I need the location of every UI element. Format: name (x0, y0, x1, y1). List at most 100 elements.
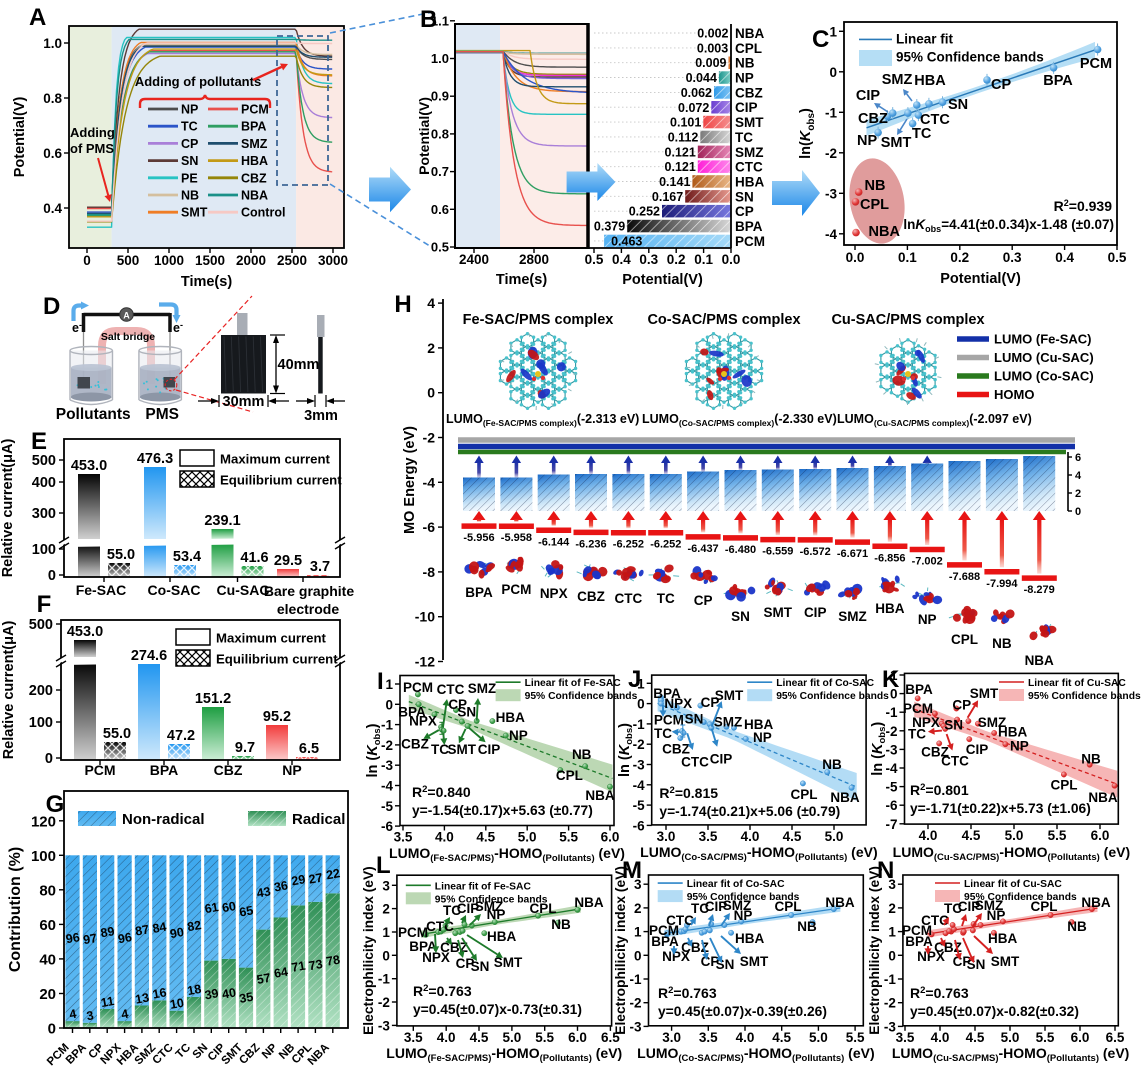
svg-text:y=-1.74(±0.21)x+5.06 (±0.79): y=-1.74(±0.21)x+5.06 (±0.79) (659, 804, 840, 819)
svg-text:84: 84 (151, 920, 167, 936)
svg-text:Potential(V): Potential(V) (12, 97, 28, 178)
svg-text:SN: SN (735, 189, 754, 204)
svg-text:NPX: NPX (422, 950, 450, 965)
svg-text:NP: NP (735, 71, 754, 86)
svg-text:Electrophilicity index (eV): Electrophilicity index (eV) (867, 866, 882, 1035)
svg-text:2: 2 (427, 340, 435, 356)
svg-text:0.463: 0.463 (611, 234, 642, 248)
svg-text:TC: TC (735, 130, 753, 145)
svg-text:-2: -2 (629, 996, 641, 1011)
svg-text:0.252: 0.252 (629, 205, 660, 219)
svg-text:SN: SN (685, 711, 704, 726)
svg-text:NBA: NBA (585, 788, 614, 803)
svg-text:6.0: 6.0 (1091, 828, 1110, 843)
svg-text:3.0: 3.0 (657, 829, 676, 844)
svg-text:CIP: CIP (958, 899, 981, 914)
svg-text:NP: NP (918, 612, 937, 627)
svg-text:89: 89 (99, 924, 115, 940)
svg-text:CBZ: CBZ (401, 737, 429, 752)
svg-text:BPA: BPA (465, 585, 493, 600)
svg-text:CPL: CPL (860, 197, 889, 213)
svg-text:500: 500 (29, 617, 53, 633)
svg-text:TC: TC (691, 901, 709, 916)
svg-text:Non-radical: Non-radical (122, 811, 205, 828)
svg-text:CBZ: CBZ (241, 171, 267, 185)
svg-text:0.379: 0.379 (594, 220, 625, 234)
svg-text:CIP: CIP (735, 100, 758, 115)
svg-text:40mm: 40mm (278, 357, 320, 373)
svg-text:13: 13 (134, 990, 150, 1006)
svg-text:CPL: CPL (556, 768, 583, 783)
svg-text:CBZ: CBZ (662, 741, 690, 756)
svg-text:95% Confidence bands: 95% Confidence bands (687, 892, 800, 903)
svg-text:95% Confidence bands: 95% Confidence bands (896, 50, 1044, 65)
svg-text:-3: -3 (885, 742, 897, 757)
svg-text:18: 18 (186, 982, 202, 998)
svg-text:F: F (37, 591, 52, 618)
svg-text:6.0: 6.0 (601, 830, 620, 845)
svg-text:TC: TC (912, 126, 932, 142)
svg-text:0.6: 0.6 (431, 202, 449, 217)
svg-text:3.5: 3.5 (394, 830, 413, 845)
svg-text:HBA: HBA (241, 154, 268, 168)
svg-text:R2=0.763: R2=0.763 (413, 983, 472, 999)
svg-text:NPX: NPX (662, 949, 690, 964)
svg-text:-8.279: -8.279 (1024, 584, 1055, 596)
svg-text:0.3: 0.3 (639, 252, 658, 267)
svg-text:0.112: 0.112 (668, 130, 699, 144)
svg-text:CTC: CTC (941, 754, 969, 769)
svg-text:R2=0.815: R2=0.815 (659, 785, 718, 801)
svg-text:5.0: 5.0 (1005, 828, 1024, 843)
svg-text:-1: -1 (633, 717, 645, 732)
svg-text:NBA: NBA (735, 26, 764, 41)
svg-text:Potential(V): Potential(V) (416, 97, 432, 175)
svg-text:0.1: 0.1 (694, 252, 713, 267)
svg-text:Co-SAC/PMS complex: Co-SAC/PMS complex (647, 312, 800, 328)
svg-text:C: C (812, 26, 829, 53)
svg-text:TC: TC (443, 903, 461, 918)
svg-text:SMZ: SMZ (975, 898, 1004, 913)
svg-text:Time(s): Time(s) (496, 272, 547, 288)
svg-text:57: 57 (256, 971, 272, 987)
svg-text:-6: -6 (633, 818, 645, 833)
svg-text:NPX: NPX (540, 586, 568, 601)
svg-text:-4: -4 (825, 227, 837, 242)
svg-text:-7.994: -7.994 (986, 578, 1018, 590)
svg-text:Fe-SAC/PMS complex: Fe-SAC/PMS complex (463, 312, 614, 328)
svg-text:NBA: NBA (825, 895, 854, 910)
svg-text:3: 3 (382, 878, 390, 893)
svg-text:0.3: 0.3 (1003, 250, 1022, 265)
svg-text:100: 100 (29, 715, 53, 731)
svg-text:PCM: PCM (902, 923, 932, 938)
svg-text:0.101: 0.101 (670, 116, 701, 130)
svg-text:CPL: CPL (1031, 899, 1058, 914)
svg-text:Control: Control (241, 206, 285, 220)
svg-text:200: 200 (29, 683, 53, 699)
svg-text:CIP: CIP (856, 88, 881, 104)
svg-text:6.5: 6.5 (601, 1030, 620, 1045)
svg-text:1: 1 (637, 676, 645, 691)
svg-text:e-: e- (72, 320, 82, 335)
svg-text:95% Confidence bands: 95% Confidence bands (776, 691, 889, 702)
svg-text:y=-1.71(±0.22)x+5.73 (±1.06): y=-1.71(±0.22)x+5.73 (±1.06) (910, 801, 1091, 816)
svg-text:BPA: BPA (735, 219, 763, 234)
svg-text:60: 60 (39, 917, 56, 934)
svg-text:4.0: 4.0 (741, 829, 760, 844)
svg-text:LUMO (Cu-SAC): LUMO (Cu-SAC) (994, 350, 1094, 365)
svg-text:2400: 2400 (459, 252, 489, 267)
svg-text:SN: SN (457, 705, 476, 720)
svg-text:TC: TC (431, 742, 449, 757)
svg-text:-6.671: -6.671 (837, 548, 868, 560)
svg-text:SMT: SMT (715, 688, 744, 703)
svg-text:PCM: PCM (649, 923, 679, 938)
svg-text:Cu-SAC/PMS complex: Cu-SAC/PMS complex (831, 312, 984, 328)
svg-text:6.5: 6.5 (1106, 1030, 1125, 1045)
svg-text:500: 500 (117, 253, 140, 268)
svg-text:NB: NB (992, 636, 1012, 651)
svg-text:43: 43 (256, 884, 272, 900)
svg-text:CP: CP (694, 593, 713, 608)
svg-text:y=0.45(±0.07)x-0.82(±0.32): y=0.45(±0.07)x-0.82(±0.32) (910, 1004, 1079, 1019)
svg-text:16: 16 (151, 985, 167, 1001)
svg-text:-5.956: -5.956 (463, 532, 494, 544)
svg-text:-6.252: -6.252 (613, 539, 644, 551)
